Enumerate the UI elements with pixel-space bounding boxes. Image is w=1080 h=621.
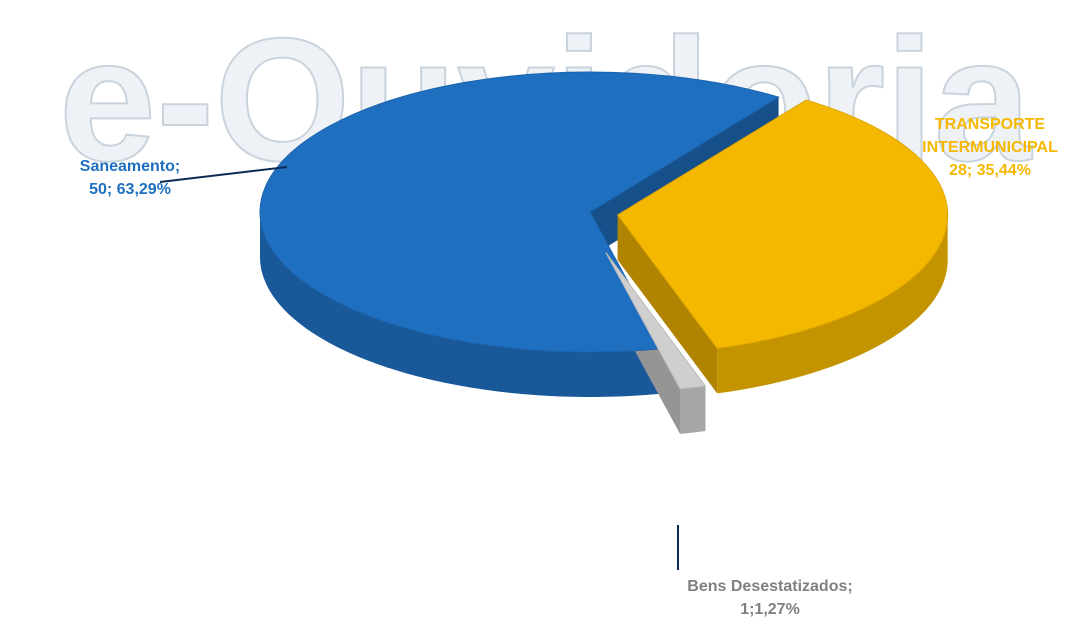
value-label: 50; 63,29% (89, 181, 171, 198)
leader-line (159, 166, 288, 183)
value-label: 1;1,27% (740, 601, 800, 618)
pie-slice (605, 252, 707, 390)
slice-side (680, 385, 706, 434)
value-label: 28; 35,44% (949, 162, 1031, 179)
slice-side (617, 214, 718, 394)
category-label: TRANSPORTE INTERMUNICIPAL (922, 116, 1058, 156)
slice-side (717, 214, 948, 394)
data-label: Saneamento; 50; 63,29% (40, 155, 220, 201)
pie-slice (259, 71, 780, 353)
pie-slice (616, 99, 949, 349)
data-label: Bens Desestatizados; 1;1,27% (640, 575, 900, 621)
category-label: Saneamento; (79, 158, 181, 175)
slice-side (260, 212, 665, 397)
data-label: TRANSPORTE INTERMUNICIPAL 28; 35,44% (900, 113, 1080, 182)
category-label: Bens Desestatizados; (687, 578, 853, 595)
